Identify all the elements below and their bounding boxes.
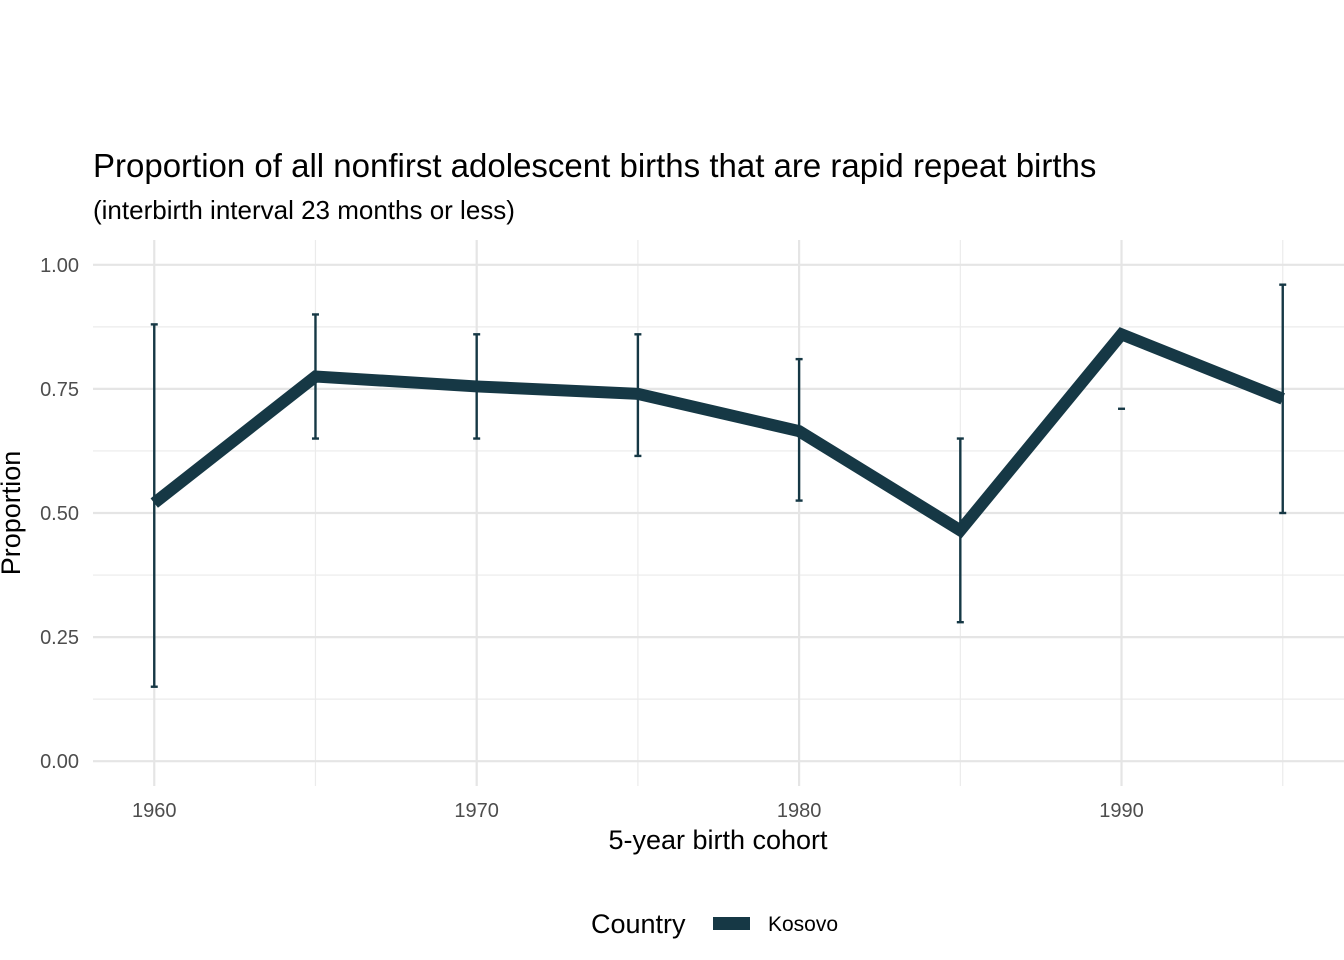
chart-subtitle: (interbirth interval 23 months or less) [93, 195, 515, 225]
y-tick-label: 1.00 [40, 255, 79, 277]
y-tick-label: 0.75 [40, 379, 79, 401]
x-tick-label: 1980 [777, 800, 822, 822]
series-lines [150, 327, 1285, 539]
legend: Country Kosovo [591, 909, 838, 939]
y-tick-label: 0.50 [40, 503, 79, 525]
legend-title: Country [591, 909, 686, 939]
series-line-kosovo [150, 327, 1285, 539]
chart-title: Proportion of all nonfirst adolescent bi… [93, 147, 1096, 184]
x-tick-label: 1960 [132, 800, 177, 822]
grid-major [93, 240, 1344, 786]
x-tick-label: 1970 [454, 800, 499, 822]
legend-label-kosovo: Kosovo [768, 913, 838, 936]
x-tick-labels: 1960 1970 1980 1990 [132, 800, 1144, 822]
x-axis-title: 5-year birth cohort [608, 825, 828, 855]
y-tick-label: 0.25 [40, 627, 79, 649]
legend-key-kosovo [713, 917, 750, 930]
y-tick-labels: 0.00 0.25 0.50 0.75 1.00 [40, 255, 79, 773]
x-tick-label: 1990 [1099, 800, 1144, 822]
y-tick-label: 0.00 [40, 751, 79, 773]
y-axis-title: Proportion [0, 451, 26, 576]
